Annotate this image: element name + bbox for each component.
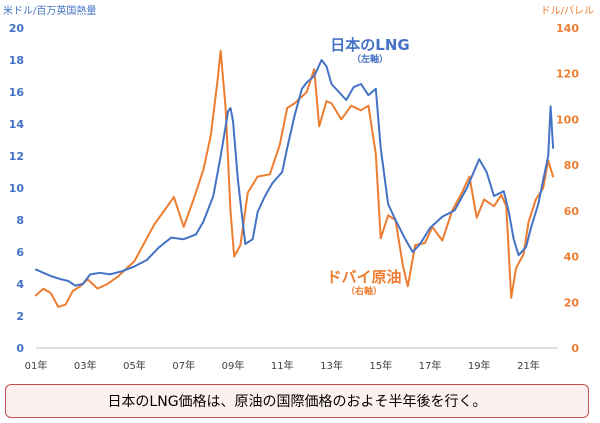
left-tick-label-4: 8 [16,214,24,227]
x-tick-label-9: 19年 [468,359,491,372]
right-tick-label-4: 80 [564,159,580,172]
left-tick-label-5: 10 [9,182,25,195]
x-tick-label-2: 05年 [123,359,146,372]
lng-callout-axis: （左軸） [351,55,388,65]
caption-text: 日本のLNG価格は、原油の国際価格のおよそ半年後を行く。 [107,394,487,410]
x-tick-label-5: 11年 [271,359,294,372]
left-tick-label-10: 20 [9,22,25,35]
left-tick-label-6: 12 [9,150,24,163]
x-tick-label-0: 01年 [25,359,48,372]
left-tick-label-1: 2 [16,310,24,323]
x-tick-label-6: 13年 [320,359,343,372]
left-tick-label-0: 0 [16,342,24,355]
caption-box: 日本のLNG価格は、原油の国際価格のおよそ半年後を行く。 [5,384,589,418]
right-tick-label-6: 120 [556,68,579,81]
left-tick-label-3: 6 [16,246,24,259]
x-tick-label-3: 07年 [172,359,195,372]
x-axis-ticks: 01年 03年 05年 07年 09年 11年 13年 15年 17年 19年 21年 [25,359,540,372]
left-tick-label-9: 18 [9,54,24,67]
left-axis-unit: 米ドル/百万英国熱量 [3,6,97,17]
series-layer [35,49,555,308]
right-tick-label-2: 40 [564,251,580,264]
dubai-series-line [35,49,555,308]
right-tick-label-3: 60 [564,205,580,218]
right-tick-label-1: 20 [564,296,580,309]
right-axis-ticks: 0 20 40 60 80 100 120 140 [556,22,579,355]
right-tick-label-0: 0 [571,342,579,355]
lng-callout-name: 日本のLNG [330,36,410,54]
x-tick-label-10: 21年 [517,359,540,372]
x-tick-label-4: 09年 [222,359,245,372]
lng-series-line [35,59,555,287]
left-tick-label-8: 16 [9,86,25,99]
left-tick-label-2: 4 [16,278,24,291]
right-tick-label-7: 140 [556,22,579,35]
right-tick-label-5: 100 [556,113,579,126]
lng-callout: 日本のLNG （左軸） [310,36,430,66]
dubai-callout-axis: （右軸） [345,287,382,297]
left-tick-label-7: 14 [9,118,25,131]
x-tick-label-8: 17年 [419,359,442,372]
dubai-callout: ドバイ原油 （右軸） [312,268,416,298]
dubai-callout-name: ドバイ原油 [326,268,402,286]
left-axis-ticks: 0 2 4 6 8 10 12 14 16 18 20 [9,22,25,355]
right-axis-unit: ドル/バレル [540,6,594,17]
chart: 0 2 4 6 8 10 12 14 16 18 20 0 20 40 60 80 100 120 140 01年… [9,22,580,372]
x-tick-label-1: 03年 [74,359,97,372]
x-tick-label-7: 15年 [369,359,392,372]
